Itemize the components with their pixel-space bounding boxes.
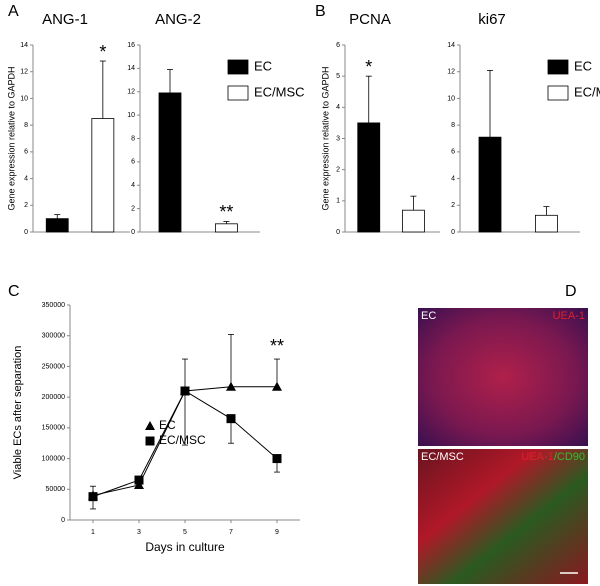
y-tick-label: 0 [24,229,28,236]
y-tick-label: 2 [451,202,455,209]
y-tick-label: 12 [127,89,135,96]
y-axis-label: Viable ECs after separation [12,346,24,480]
legend-label: EC [254,58,272,73]
x-tick-label: 9 [275,529,279,536]
y-axis-label: Gene expression relative to GAPDH [320,66,330,210]
y-tick-label: 3 [336,135,340,142]
micrograph-label: EC [421,310,436,322]
bar [91,118,115,233]
bar [158,92,182,233]
y-tick-label: 6 [451,149,455,156]
y-tick-label: 16 [127,42,135,49]
panel-label: C [8,283,20,300]
marker [272,454,282,464]
legend-label: EC/MSC [574,84,600,99]
panel-label: A [8,3,19,20]
significance: ** [219,202,233,222]
y-tick-label: 14 [127,65,135,72]
marker [88,492,98,502]
marker [226,414,236,424]
bar [45,218,69,233]
y-tick-label: 300000 [42,333,65,340]
marker [145,436,155,446]
chart-title: ANG-1 [42,11,88,28]
y-tick-label: 12 [20,69,28,76]
legend-swatch [227,85,249,101]
y-tick-label: 12 [447,69,455,76]
marker [226,381,236,391]
x-axis-label: Days in culture [145,540,225,554]
y-tick-label: 2 [336,167,340,174]
significance: * [99,42,106,62]
legend-label: EC [574,58,592,73]
micrograph-label: EC/MSC [421,451,464,463]
stain-red: UEA-1 [521,451,553,463]
bar [478,136,502,233]
y-tick-label: 14 [447,42,455,49]
x-tick-label: 3 [137,529,141,536]
y-tick-label: 8 [451,122,455,129]
y-tick-label: 5 [336,73,340,80]
y-tick-label: 0 [61,517,65,524]
marker [145,421,155,430]
legend-swatch [547,59,569,75]
chart-title: PCNA [349,11,391,28]
y-tick-label: 100000 [42,455,65,462]
y-tick-label: 0 [336,229,340,236]
y-tick-label: 8 [131,135,135,142]
marker [180,386,190,396]
y-tick-label: 2 [131,205,135,212]
x-tick-label: 5 [183,529,187,536]
micrograph-ec-msc [418,449,588,584]
marker [134,475,144,485]
y-tick-label: 6 [336,42,340,49]
stain-green: /CD90 [554,451,585,463]
panel-label: D [565,283,577,300]
y-tick-label: 250000 [42,363,65,370]
legend-swatch [227,59,249,75]
y-tick-label: 6 [131,159,135,166]
y-tick-label: 8 [24,122,28,129]
micrograph-ec [418,308,588,446]
y-tick-label: 14 [20,42,28,49]
y-tick-label: 10 [447,95,455,102]
y-tick-label: 10 [20,95,28,102]
y-tick-label: 0 [131,229,135,236]
micrograph-stain: UEA-1 [553,310,585,322]
legend-label: EC/MSC [159,433,206,447]
y-tick-label: 4 [336,104,340,111]
y-tick-label: 4 [451,175,455,182]
y-tick-label: 6 [24,149,28,156]
marker [272,381,282,391]
y-tick-label: 200000 [42,394,65,401]
x-tick-label: 1 [91,529,95,536]
y-tick-label: 1 [336,198,340,205]
y-tick-label: 2 [24,202,28,209]
chart-title: ki67 [478,11,506,28]
micrograph-stain: UEA-1/CD90 [521,451,585,463]
y-tick-label: 350000 [42,302,65,309]
legend-swatch [547,85,569,101]
y-tick-label: 50000 [46,486,66,493]
bar [535,214,558,233]
x-tick-label: 7 [229,529,233,536]
legend-label: EC/MSC [254,84,305,99]
panel-label: B [315,3,326,20]
chart-title: ANG-2 [155,11,201,28]
significance: ** [270,336,284,356]
y-tick-label: 150000 [42,425,65,432]
bar [214,223,238,233]
y-axis-label: Gene expression relative to GAPDH [6,66,16,210]
significance: * [365,57,372,77]
y-tick-label: 4 [131,182,135,189]
y-tick-label: 0 [451,229,455,236]
bar [357,122,381,233]
bar [401,209,425,233]
y-tick-label: 10 [127,112,135,119]
y-tick-label: 4 [24,175,28,182]
